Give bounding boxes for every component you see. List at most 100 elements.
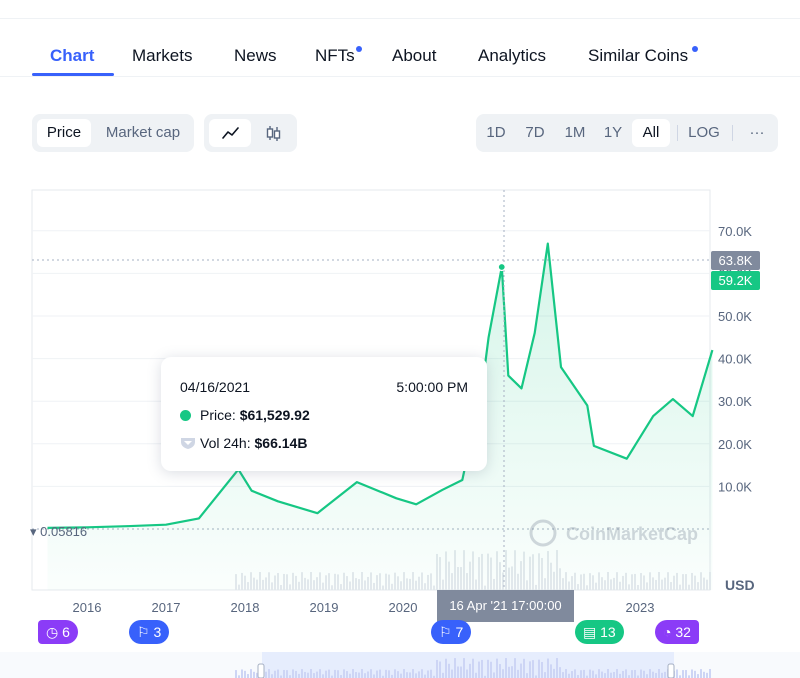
tab-news[interactable]: News [234,46,277,65]
navigator-volume-bar [475,672,477,678]
navigator-volume-bar [235,670,237,678]
navigator-volume-bar [283,669,285,678]
navigator-volume-bar [487,659,489,678]
navigator-volume-bar [304,671,306,678]
event-marker-flag[interactable]: ⚐ 3 [129,620,170,644]
navigator-volume-bar [319,669,321,678]
navigator-volume-bar [622,670,624,678]
tab-chart[interactable]: Chart [50,46,95,65]
candlestick-button[interactable] [252,119,294,147]
navigator-volume-bar [280,675,282,678]
navigator-volume-bar [382,675,384,678]
range-all-button[interactable]: All [632,119,670,147]
price-tooltip: 04/16/2021 5:00:00 PM Price: $61,529.92 … [161,357,487,471]
line-chart-button[interactable] [209,119,251,147]
navigator-volume-bar [553,668,555,678]
tab-analytics[interactable]: Analytics [478,46,547,65]
navigator-volume-bar [529,661,531,678]
tooltip-price-row: Price: $61,529.92 [180,407,310,423]
navigator-volume-bar [286,670,288,678]
navigator-right-handle[interactable] [667,663,675,678]
y-axis-unit: USD [725,577,755,593]
range-7d-button[interactable]: 7D [525,124,545,141]
navigator-volume-bar [562,672,564,678]
high-price-badge: 63.8K [711,251,760,270]
current-price-badge: 59.2K [711,271,760,290]
navigator-left-handle[interactable] [257,663,265,678]
navigator-volume-bar [379,669,381,678]
navigator-volume-bar [607,669,609,678]
x-tick-label: 2019 [310,600,339,615]
line-chart-icon [222,127,239,139]
navigator-volume-bar [499,664,501,678]
navigator-volume-bar [367,671,369,678]
more-options-button[interactable]: ··· [749,124,765,141]
navigator-volume-bar [655,672,657,678]
navigator-volume-bar [556,658,558,678]
navigator-volume-bar [634,669,636,678]
event-marker-history[interactable]: ◷ 6 [38,620,78,644]
event-marker-document[interactable]: ▤ 13 [575,620,624,644]
price-button[interactable]: Price [37,119,91,147]
navigator-volume-bar [472,658,474,678]
coinmarketcap-logo-icon [529,519,557,547]
navigator-volume-bar [589,669,591,678]
price-marketcap-toggle: Price Market cap [32,114,194,152]
navigator-volume-bar [247,674,249,678]
navigator-volume-bar [559,667,561,678]
navigator-volume-bar [601,671,603,678]
navigator-volume-bar [481,659,483,678]
tab-nfts[interactable]: NFTs [315,46,355,65]
navigator-volume-bar [295,670,297,678]
x-tick-label: 2018 [231,600,260,615]
navigator-volume-bar [337,670,339,678]
navigator-volume-bar [532,660,534,678]
y-tick-label: 50.0K [718,309,752,324]
navigator-volume-bar [244,670,246,678]
navigator-volume-bar [679,675,681,678]
navigator-volume-bar [631,670,633,678]
navigator-volume-bar [256,672,258,678]
log-scale-button[interactable]: LOG [688,124,720,141]
navigator-volume-bar [538,659,540,678]
navigator-volume-bar [676,669,678,678]
navigator-volume-bar [397,671,399,678]
navigator-volume-bar [505,658,507,678]
tooltip-date: 04/16/2021 [180,379,251,395]
navigator-volume-bar [439,661,441,678]
navigator-volume-bar [661,672,663,678]
navigator-volume-bar [490,661,492,678]
tab-markets[interactable]: Markets [132,46,193,65]
navigator-volume-bar [403,669,405,678]
tab-about[interactable]: About [392,46,437,65]
navigator-volume-bar [547,658,549,678]
navigator-volume-bar [277,669,279,678]
price-dot-icon [180,410,191,421]
event-marker-clock[interactable]: ◔ 32 [655,620,699,644]
navigator-volume-bar [604,673,606,678]
tooltip-price-value: $61,529.92 [239,407,310,423]
navigator-volume-bar [361,669,363,678]
navigator-volume-bar [691,669,693,678]
navigator-volume-bar [496,658,498,678]
navigator-volume-bar [643,670,645,678]
navigator-volume-bar [523,658,525,678]
range-1d-button[interactable]: 1D [486,124,506,141]
candlestick-icon [266,126,281,141]
navigator-volume-bar [619,673,621,678]
navigator-volume-bar [241,669,243,678]
y-tick-label: 20.0K [718,437,752,452]
range-1y-button[interactable]: 1Y [603,124,623,141]
navigator-volume-bar [334,669,336,678]
navigator-volume-bar [688,675,690,678]
range-1m-button[interactable]: 1M [564,124,586,141]
navigator-volume-bar [652,671,654,678]
event-marker-flag[interactable]: ⚐ 7 [431,620,472,644]
market-cap-button[interactable]: Market cap [105,124,181,141]
navigator-volume-bar [433,675,435,678]
navigator-volume-bar [370,669,372,678]
navigator-volume-bar [613,671,615,678]
tab-similar-coins[interactable]: Similar Coins [588,46,689,65]
navigator-volume-bar [502,669,504,678]
